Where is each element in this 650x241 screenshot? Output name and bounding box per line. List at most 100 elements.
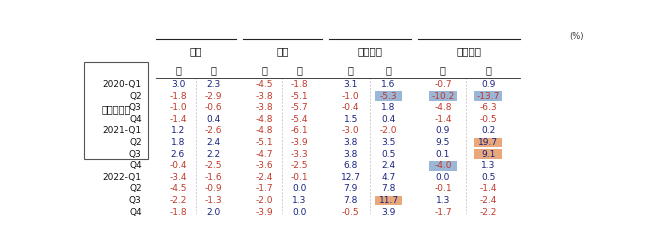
Text: -3.4: -3.4 [169, 173, 187, 182]
Text: -4.8: -4.8 [255, 127, 273, 135]
Text: 0.5: 0.5 [382, 150, 396, 159]
Text: 1.3: 1.3 [436, 196, 450, 205]
Text: -1.7: -1.7 [255, 184, 273, 194]
Text: -0.6: -0.6 [205, 103, 222, 112]
Text: 2.4: 2.4 [382, 161, 396, 170]
Text: -1.8: -1.8 [169, 208, 187, 217]
Text: 9.1: 9.1 [481, 150, 495, 159]
Text: 1.3: 1.3 [481, 161, 495, 170]
Text: 女: 女 [296, 65, 302, 75]
Text: -6.1: -6.1 [291, 127, 308, 135]
Text: 男: 男 [440, 65, 446, 75]
Text: -3.8: -3.8 [255, 103, 273, 112]
Text: -2.4: -2.4 [255, 173, 273, 182]
Text: 6.8: 6.8 [344, 161, 358, 170]
Text: 1.5: 1.5 [344, 115, 358, 124]
Text: 0.9: 0.9 [436, 127, 450, 135]
Text: -2.2: -2.2 [480, 208, 497, 217]
Text: 0.0: 0.0 [292, 184, 307, 194]
Text: 男: 男 [348, 65, 354, 75]
Text: 3.9: 3.9 [382, 208, 396, 217]
Text: 男: 男 [261, 65, 267, 75]
Text: 1.3: 1.3 [292, 196, 307, 205]
Text: 女: 女 [385, 65, 391, 75]
Text: 4.7: 4.7 [382, 173, 396, 182]
Text: 日本: 日本 [190, 46, 202, 56]
Text: -0.5: -0.5 [480, 115, 497, 124]
Text: 2022-Q1: 2022-Q1 [103, 173, 142, 182]
Text: Q3: Q3 [129, 150, 142, 159]
Text: 9.5: 9.5 [436, 138, 450, 147]
Text: 2.3: 2.3 [207, 80, 221, 89]
Text: -1.7: -1.7 [434, 208, 452, 217]
Text: -2.5: -2.5 [291, 161, 308, 170]
Text: -1.8: -1.8 [291, 80, 308, 89]
Text: -1.4: -1.4 [434, 115, 452, 124]
Text: -0.1: -0.1 [434, 184, 452, 194]
Text: 2.6: 2.6 [171, 150, 185, 159]
Text: 2.4: 2.4 [207, 138, 221, 147]
Text: Q2: Q2 [129, 138, 142, 147]
Text: 男: 男 [175, 65, 181, 75]
Text: -0.7: -0.7 [434, 80, 452, 89]
Bar [474, 149, 502, 159]
Text: -3.0: -3.0 [342, 127, 359, 135]
Text: -3.3: -3.3 [291, 150, 308, 159]
Text: -2.9: -2.9 [205, 92, 222, 101]
Text: 3.1: 3.1 [344, 80, 358, 89]
Text: -3.9: -3.9 [255, 208, 273, 217]
Text: -2.6: -2.6 [205, 127, 222, 135]
Text: -2.5: -2.5 [205, 161, 222, 170]
Text: 7.9: 7.9 [344, 184, 358, 194]
Text: 韓国: 韓国 [276, 46, 289, 56]
Bar [374, 91, 402, 101]
Text: 2.2: 2.2 [207, 150, 221, 159]
Text: 2.0: 2.0 [207, 208, 221, 217]
Text: アメリカ: アメリカ [456, 46, 482, 56]
Text: -4.8: -4.8 [255, 115, 273, 124]
Text: -1.6: -1.6 [205, 173, 222, 182]
Text: 0.1: 0.1 [436, 150, 450, 159]
Text: 12.7: 12.7 [341, 173, 361, 182]
Text: 1.8: 1.8 [171, 138, 185, 147]
Bar [429, 91, 457, 101]
Text: 3.8: 3.8 [344, 138, 358, 147]
Text: 7.8: 7.8 [344, 196, 358, 205]
Text: -5.4: -5.4 [291, 115, 308, 124]
Text: -1.0: -1.0 [342, 92, 359, 101]
Text: 0.0: 0.0 [292, 208, 307, 217]
Text: -3.6: -3.6 [255, 161, 273, 170]
Text: 11.7: 11.7 [378, 196, 398, 205]
Text: -1.4: -1.4 [480, 184, 497, 194]
Text: 女: 女 [486, 65, 491, 75]
Text: Q2: Q2 [129, 184, 142, 194]
Text: -2.4: -2.4 [480, 196, 497, 205]
Text: -0.9: -0.9 [205, 184, 222, 194]
Text: -13.7: -13.7 [476, 92, 500, 101]
Text: 1.2: 1.2 [171, 127, 185, 135]
Text: 1.6: 1.6 [382, 80, 396, 89]
Text: 2020-Q1: 2020-Q1 [103, 80, 142, 89]
Text: -3.9: -3.9 [291, 138, 308, 147]
Text: -1.4: -1.4 [169, 115, 187, 124]
Text: (%): (%) [569, 32, 584, 41]
Text: 0.0: 0.0 [436, 173, 450, 182]
Text: 女: 女 [211, 65, 216, 75]
Text: 0.9: 0.9 [481, 80, 495, 89]
Text: -5.1: -5.1 [255, 138, 273, 147]
Text: -4.5: -4.5 [169, 184, 187, 194]
Bar [84, 62, 148, 159]
Text: -0.5: -0.5 [342, 208, 359, 217]
Text: -4.5: -4.5 [255, 80, 273, 89]
Text: -0.1: -0.1 [291, 173, 308, 182]
Bar [429, 161, 457, 171]
Bar [374, 196, 402, 205]
Text: -0.4: -0.4 [169, 161, 187, 170]
Text: -5.1: -5.1 [291, 92, 308, 101]
Text: 0.4: 0.4 [382, 115, 396, 124]
Text: -4.0: -4.0 [434, 161, 452, 170]
Bar [474, 91, 502, 101]
Text: Q3: Q3 [129, 103, 142, 112]
Text: -5.3: -5.3 [380, 92, 397, 101]
Text: フランス: フランス [358, 46, 383, 56]
